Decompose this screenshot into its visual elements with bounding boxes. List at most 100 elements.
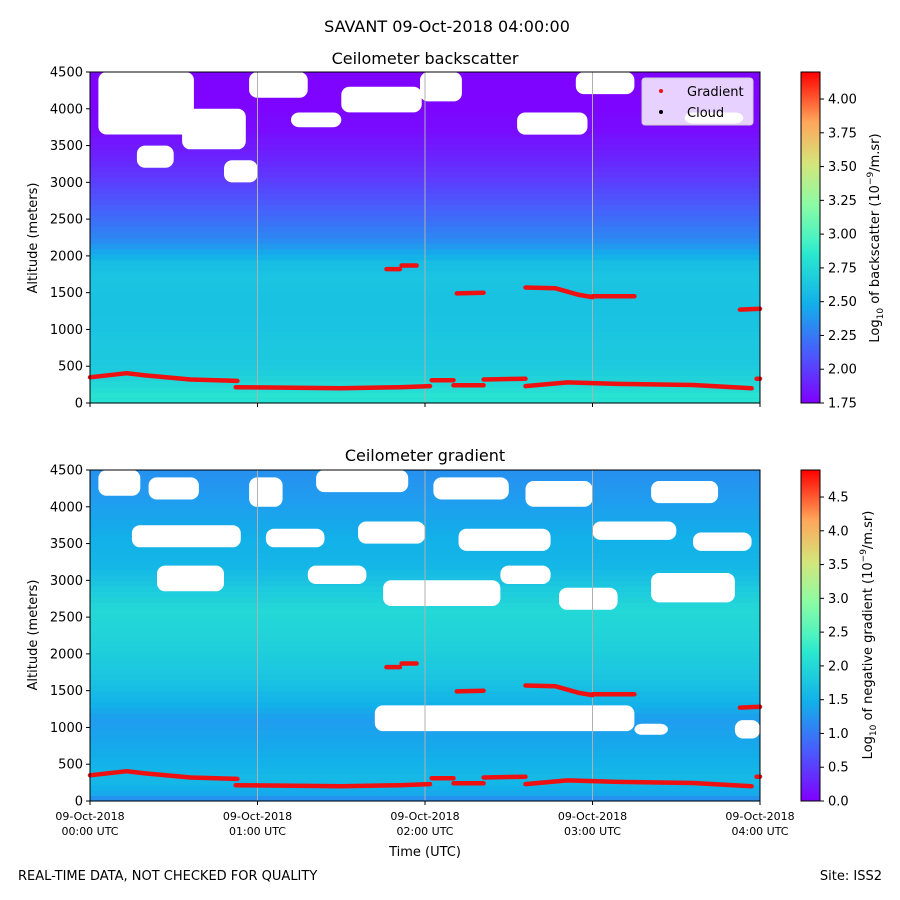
gradient-marker-trace xyxy=(737,306,763,312)
no-data-region xyxy=(651,481,719,504)
colorbar-tick-label: 1.5 xyxy=(828,693,849,708)
x-tick-date-label: 09-Oct-2018 xyxy=(55,810,124,823)
no-data-region xyxy=(458,528,551,551)
backscatter-cbar-sup: −9 xyxy=(866,172,876,186)
no-data-region xyxy=(693,532,752,551)
legend-cloud-marker xyxy=(659,110,663,114)
gradient-y-axis: 0 500 1000 1500 2000 2500 3000 3500 4000 4500 xyxy=(50,464,90,810)
gradient-cbar-log: Log xyxy=(861,736,876,759)
backscatter-colorbar-label: Log10 of backscatter (10−9/m.sr) xyxy=(866,133,886,342)
no-data-region xyxy=(316,470,409,493)
x-tick-date-label: 09-Oct-2018 xyxy=(558,810,627,823)
no-data-region xyxy=(98,470,141,496)
backscatter-colorbar: 1.75 2.00 2.25 2.50 2.75 3.00 3.25 3.50 3.75 4.00… xyxy=(800,71,886,412)
no-data-region xyxy=(98,72,194,135)
colorbar-tick-label: 4.5 xyxy=(828,491,849,506)
gradient-cbar-sub: 10 xyxy=(869,724,879,736)
y-tick-label: 500 xyxy=(58,758,83,773)
no-data-region xyxy=(525,481,593,507)
colorbar-tick-label: 1.75 xyxy=(828,397,857,412)
gradient-title: Ceilometer gradient xyxy=(345,446,505,465)
gradient-xlabel: Time (UTC) xyxy=(388,845,461,860)
x-tick-date-label: 09-Oct-2018 xyxy=(725,810,794,823)
no-data-region xyxy=(265,528,325,548)
no-data-region xyxy=(157,565,224,592)
backscatter-gradient-markers xyxy=(87,263,763,391)
backscatter-ylabel: Altitude (meters) xyxy=(26,183,41,294)
colorbar-tick-label: 2.0 xyxy=(828,659,849,674)
gradient-ylabel: Altitude (meters) xyxy=(26,580,41,691)
gradient-marker-trace xyxy=(87,768,240,782)
colorbar-tick-label: 0.0 xyxy=(828,795,849,810)
gradient-marker-trace xyxy=(523,683,595,698)
backscatter-panel: Ceilometer backscatter 0 500 1000 1500 2000 2… xyxy=(26,49,886,412)
backscatter-colorbar-ticks: 1.75 2.00 2.25 2.50 2.75 3.00 3.25 3.50 3.75 4.00 xyxy=(820,93,857,412)
x-tick-time-label: 00:00 UTC xyxy=(61,825,118,838)
colorbar-tick-label: 1.0 xyxy=(828,727,849,742)
y-tick-label: 0 xyxy=(75,397,83,412)
no-data-region xyxy=(651,573,735,603)
legend-box xyxy=(641,77,754,126)
gradient-colorbar-label: Log10 of negative gradient (10−9/m.sr) xyxy=(859,511,879,760)
backscatter-title: Ceilometer backscatter xyxy=(332,49,519,68)
gradient-marker-trace xyxy=(454,688,486,694)
colorbar-tick-label: 2.75 xyxy=(828,261,857,276)
x-tick-time-label: 02:00 UTC xyxy=(396,825,453,838)
no-data-region xyxy=(131,525,241,548)
y-tick-label: 4500 xyxy=(50,66,83,81)
x-tick-time-label: 03:00 UTC xyxy=(564,825,621,838)
backscatter-cbar-post: /m.sr) xyxy=(868,133,883,171)
no-data-region xyxy=(291,112,342,128)
y-tick-label: 2500 xyxy=(50,611,83,626)
x-tick-time-label: 04:00 UTC xyxy=(731,825,788,838)
y-tick-label: 3500 xyxy=(50,139,83,154)
y-tick-label: 3500 xyxy=(50,537,83,552)
gradient-cbar-mid: of negative gradient (10 xyxy=(861,562,876,724)
backscatter-cbar-mid: of backscatter (10 xyxy=(868,185,883,308)
site-label: Site: ISS2 xyxy=(819,869,882,884)
no-data-region xyxy=(374,705,635,732)
no-data-region xyxy=(734,720,760,739)
no-data-region xyxy=(517,112,588,135)
gradient-x-axis: 09-Oct-2018 00:00 UTC 09-Oct-2018 01:00 UTC… xyxy=(55,801,795,838)
y-tick-label: 0 xyxy=(75,795,83,810)
gradient-marker-trace xyxy=(87,370,240,384)
gradient-marker-trace xyxy=(523,778,754,789)
gradient-cbar-post: /m.sr) xyxy=(861,511,876,549)
gradient-marker-trace xyxy=(233,781,433,789)
y-tick-label: 1500 xyxy=(50,684,83,699)
no-data-region xyxy=(634,723,668,735)
legend-cloud-label: Cloud xyxy=(687,106,724,121)
gradient-colorbar-ramp xyxy=(800,469,821,802)
x-tick-time-label: 01:00 UTC xyxy=(229,825,286,838)
gradient-marker-trace xyxy=(481,376,528,382)
y-tick-label: 4500 xyxy=(50,464,83,479)
colorbar-tick-label: 4.00 xyxy=(828,93,857,108)
gradient-marker-trace xyxy=(523,380,754,391)
gradient-marker-trace xyxy=(481,774,528,780)
colorbar-tick-label: 2.50 xyxy=(828,295,857,310)
y-tick-label: 1500 xyxy=(50,286,83,301)
no-data-region xyxy=(224,160,258,183)
gradient-colorbar-ticks: 0.0 0.5 1.0 1.5 2.0 2.5 3.0 3.5 4.0 4.5 xyxy=(820,491,849,810)
colorbar-tick-label: 3.0 xyxy=(828,592,849,607)
backscatter-colorbar-ramp xyxy=(800,71,821,404)
no-data-region xyxy=(249,477,283,507)
colorbar-tick-label: 3.25 xyxy=(828,194,857,209)
no-data-region xyxy=(341,86,422,113)
backscatter-cbar-log: Log xyxy=(868,319,883,342)
y-tick-label: 1000 xyxy=(50,721,83,736)
gradient-panel: Ceilometer gradient 0 500 1000 1500 2000 2500… xyxy=(26,446,879,860)
y-tick-label: 4000 xyxy=(50,102,83,117)
y-tick-label: 3000 xyxy=(50,176,83,191)
backscatter-x-axis xyxy=(89,403,761,407)
no-data-region xyxy=(307,565,367,584)
colorbar-tick-label: 3.00 xyxy=(828,228,857,243)
no-data-region xyxy=(136,145,174,168)
no-data-region xyxy=(592,521,677,540)
no-data-region xyxy=(559,587,618,610)
colorbar-tick-label: 2.5 xyxy=(828,626,849,641)
no-data-region xyxy=(358,521,425,544)
no-data-region xyxy=(383,580,501,606)
